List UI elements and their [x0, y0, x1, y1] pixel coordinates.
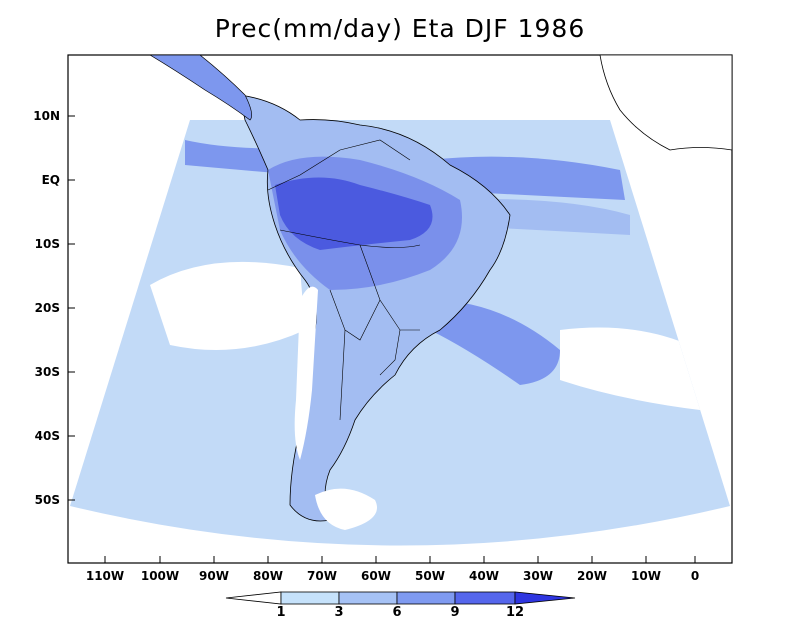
- colorbar-segment-0: [225, 591, 282, 605]
- lon-label-0: 0: [690, 569, 700, 583]
- lat-label-30s: 30S: [34, 365, 60, 379]
- lat-label-10n: 10N: [33, 109, 60, 123]
- central-america-coastline: [149, 55, 252, 121]
- lon-label-30w: 30W: [523, 569, 553, 583]
- colorbar-segment-2: [338, 591, 398, 605]
- dry-zone-pacific: [150, 261, 305, 350]
- colorbar-segment-3: [396, 591, 456, 605]
- country-borders: [267, 139, 421, 421]
- andes-dry-zone: [294, 286, 318, 460]
- chart-title: Prec(mm/day) Eta DJF 1986: [214, 14, 586, 43]
- lat-label-40s: 40S: [34, 429, 60, 443]
- lat-label-50s: 50S: [34, 493, 60, 507]
- colorbar-segment-5: [514, 591, 576, 605]
- lon-label-90w: 90W: [199, 569, 229, 583]
- colorbar-label-6: 6: [392, 605, 402, 620]
- lon-label-70w: 70W: [307, 569, 337, 583]
- lat-ticks: [68, 115, 75, 501]
- sacz-band: [430, 300, 560, 385]
- lat-label-20s: 20S: [34, 301, 60, 315]
- colorbar-label-9: 9: [450, 605, 460, 620]
- colorbar-label-3: 3: [334, 605, 344, 620]
- lon-label-50w: 50W: [415, 569, 445, 583]
- lon-label-100w: 100W: [140, 569, 180, 583]
- lon-label-110w: 110W: [85, 569, 125, 583]
- lon-label-10w: 10W: [631, 569, 661, 583]
- colorbar: [225, 591, 576, 605]
- lon-label-80w: 80W: [253, 569, 283, 583]
- africa-coastline: [599, 55, 732, 151]
- lat-label-eq: EQ: [41, 173, 60, 187]
- amazon-heavy-precip: [268, 156, 462, 290]
- colorbar-segment-4: [454, 591, 516, 605]
- lon-label-60w: 60W: [361, 569, 391, 583]
- dry-zone-atlantic: [560, 327, 700, 410]
- lon-label-40w: 40W: [469, 569, 499, 583]
- colorbar-label-1: 1: [276, 605, 286, 620]
- colorbar-segment-1: [280, 591, 340, 605]
- lon-label-20w: 20W: [577, 569, 607, 583]
- patagonia-dry-zone: [315, 488, 377, 530]
- lon-ticks: [104, 556, 696, 563]
- colorbar-label-12: 12: [505, 605, 525, 620]
- lat-label-10s: 10S: [34, 237, 60, 251]
